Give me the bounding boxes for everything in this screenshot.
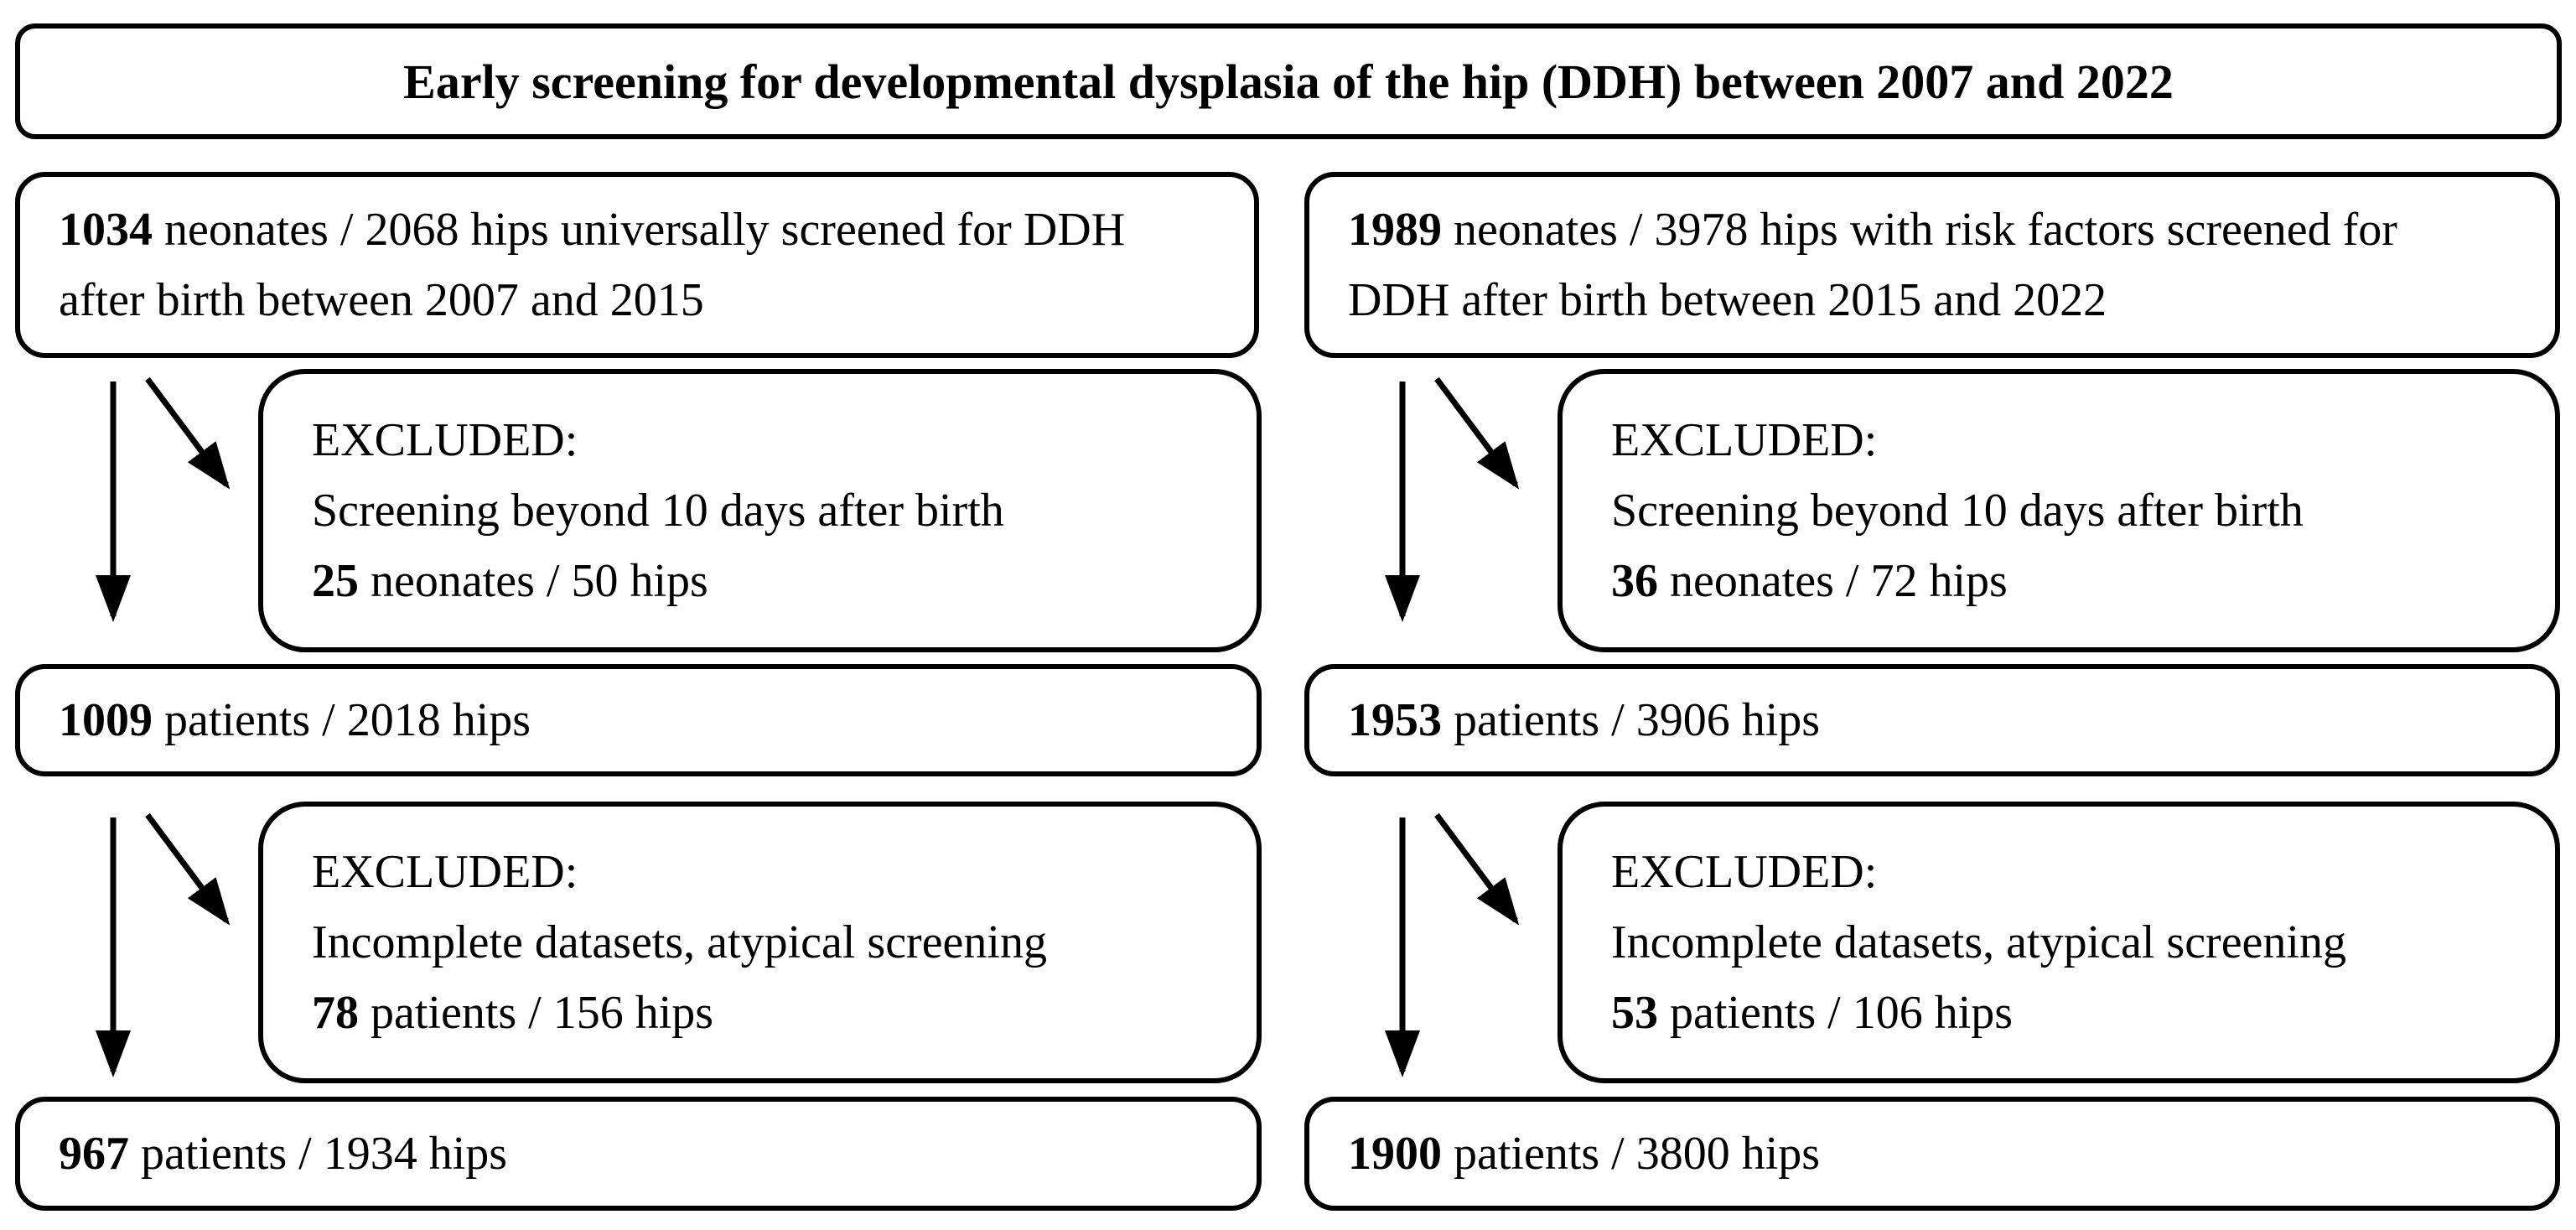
arrow-left-middle-to-excluded2 — [145, 812, 231, 926]
right-risk-factor-screened-text: 1989 neonates / 3978 hips with risk fact… — [1348, 204, 2397, 326]
right-after-exclusion1-text: 1953 patients / 3906 hips — [1348, 694, 1821, 746]
right-final-cohort-box: 1900 patients / 3800 hips — [1304, 1097, 2560, 1211]
right-excluded2-text: EXCLUDED: Incomplete datasets, atypical s… — [1611, 846, 2346, 1039]
title-box: Early screening for developmental dyspla… — [15, 23, 2562, 139]
right-excluded2-box: EXCLUDED: Incomplete datasets, atypical s… — [1558, 802, 2560, 1083]
left-after-exclusion1-text: 1009 patients / 2018 hips — [59, 694, 531, 746]
arrow-right-middle-to-excluded2 — [1434, 812, 1520, 926]
left-excluded1-box: EXCLUDED: Screening beyond 10 days after … — [258, 369, 1262, 652]
right-after-exclusion1-box: 1953 patients / 3906 hips — [1304, 664, 2560, 776]
left-excluded1-text: EXCLUDED: Screening beyond 10 days after … — [312, 414, 1004, 607]
left-excluded2-box: EXCLUDED: Incomplete datasets, atypical s… — [258, 802, 1262, 1083]
left-universal-screened-text: 1034 neonates / 2068 hips universally sc… — [59, 204, 1126, 326]
right-excluded1-box: EXCLUDED: Screening beyond 10 days after … — [1558, 369, 2560, 652]
diagram-title: Early screening for developmental dyspla… — [403, 54, 2174, 109]
left-excluded2-text: EXCLUDED: Incomplete datasets, atypical s… — [312, 846, 1047, 1039]
left-final-cohort-box: 967 patients / 1934 hips — [15, 1097, 1262, 1211]
right-excluded1-text: EXCLUDED: Screening beyond 10 days after … — [1611, 414, 2304, 607]
arrow-right-top-to-excluded1 — [1434, 376, 1520, 490]
left-universal-screened-box: 1034 neonates / 2068 hips universally sc… — [15, 172, 1259, 358]
left-final-cohort-text: 967 patients / 1934 hips — [59, 1128, 508, 1180]
arrow-left-top-to-excluded1 — [145, 376, 231, 490]
right-final-cohort-text: 1900 patients / 3800 hips — [1348, 1128, 1821, 1180]
right-risk-factor-screened-box: 1989 neonates / 3978 hips with risk fact… — [1304, 172, 2560, 358]
left-after-exclusion1-box: 1009 patients / 2018 hips — [15, 664, 1262, 776]
